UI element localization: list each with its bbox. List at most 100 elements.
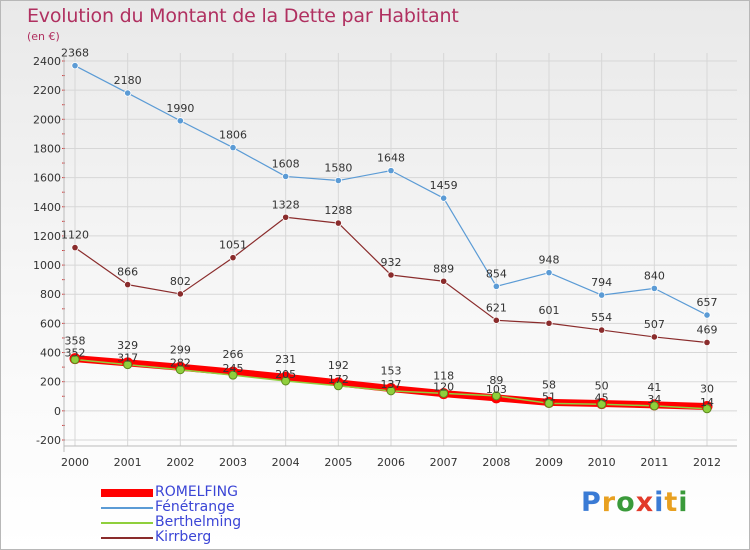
- data-label: 89: [489, 374, 503, 387]
- legend-item: Kirrberg: [101, 530, 361, 545]
- chart-subtitle: (en €): [27, 30, 60, 43]
- data-label: 34: [647, 393, 661, 406]
- data-point: [229, 254, 237, 262]
- data-point: [386, 386, 396, 396]
- data-label: 2180: [114, 74, 142, 87]
- x-tick-label: 2006: [377, 456, 405, 469]
- logo-letter: i: [654, 487, 665, 518]
- data-point: [123, 360, 133, 370]
- data-point: [71, 62, 79, 70]
- data-label: 120: [433, 380, 454, 393]
- x-tick-label: 2004: [272, 456, 300, 469]
- data-label: 192: [328, 359, 349, 372]
- data-label: 1806: [219, 129, 247, 142]
- data-point: [334, 219, 342, 227]
- x-tick-label: 2009: [535, 456, 563, 469]
- data-point: [124, 89, 132, 97]
- data-point: [71, 243, 79, 252]
- data-point: [650, 284, 658, 292]
- data-label: 205: [275, 368, 296, 381]
- data-label: 30: [700, 382, 714, 395]
- legend-label: Kirrberg: [155, 529, 212, 545]
- data-label: 58: [542, 378, 556, 391]
- y-tick-label: 2400: [33, 55, 61, 68]
- y-tick-label: 600: [40, 317, 61, 330]
- legend-label: Fénétrange: [155, 499, 235, 515]
- logo-letter: P: [581, 487, 602, 518]
- y-tick-label: 1600: [33, 172, 61, 185]
- data-label: 1328: [272, 198, 300, 211]
- chart-legend: ROMELFING Fénétrange Berthelming Kirrberg: [101, 485, 361, 545]
- data-label: 282: [170, 357, 191, 370]
- x-tick-label: 2005: [324, 456, 352, 469]
- y-tick-label: 800: [40, 288, 61, 301]
- data-label: 621: [486, 301, 507, 314]
- data-point: [650, 333, 658, 341]
- data-label: 507: [644, 318, 665, 331]
- data-label: 103: [486, 383, 507, 396]
- data-label: 1288: [324, 204, 352, 217]
- data-label: 51: [542, 390, 556, 403]
- data-point: [544, 398, 554, 408]
- data-point: [545, 269, 553, 277]
- y-tick-label: 0: [54, 405, 61, 418]
- data-label: 1120: [61, 229, 89, 242]
- x-tick-label: 2001: [114, 456, 142, 469]
- data-label: 657: [697, 296, 718, 309]
- data-label: 50: [595, 380, 609, 393]
- data-label: 2368: [61, 47, 89, 60]
- data-label: 840: [644, 269, 665, 282]
- data-point: [70, 355, 80, 365]
- data-label: 1608: [272, 157, 300, 170]
- data-point: [545, 319, 553, 327]
- legend-item: ROMELFING: [101, 485, 361, 500]
- data-point: [281, 376, 291, 386]
- data-point: [597, 399, 607, 409]
- data-label: 889: [433, 262, 454, 275]
- y-tick-label: 200: [40, 376, 61, 389]
- legend-swatch: [101, 537, 153, 539]
- x-tick-label: 2003: [219, 456, 247, 469]
- data-point: [598, 291, 606, 299]
- data-point: [176, 117, 184, 125]
- data-label: 802: [170, 275, 191, 288]
- data-label: 932: [381, 256, 402, 269]
- logo-letter: i: [678, 487, 689, 518]
- data-label: 299: [170, 343, 191, 356]
- data-label: 352: [65, 347, 86, 360]
- data-point: [228, 370, 238, 380]
- data-point: [334, 176, 342, 185]
- data-label: 948: [539, 254, 560, 267]
- data-label: 14: [700, 396, 714, 409]
- y-tick-label: 1800: [33, 142, 61, 155]
- data-point: [176, 290, 184, 298]
- data-point: [491, 391, 501, 401]
- data-point: [703, 338, 711, 347]
- data-label: 1459: [430, 179, 458, 192]
- data-label: 41: [647, 381, 661, 394]
- logo-letter: t: [664, 487, 679, 518]
- y-tick-label: -200: [36, 434, 61, 447]
- data-point: [440, 277, 448, 285]
- data-label: 1648: [377, 152, 405, 165]
- data-point: [229, 143, 237, 152]
- data-label: 794: [591, 276, 612, 289]
- data-label: 1051: [219, 239, 247, 252]
- logo-letter: r: [601, 487, 617, 518]
- data-label: 245: [223, 362, 244, 375]
- data-label: 118: [433, 370, 454, 383]
- data-point: [387, 271, 395, 279]
- data-point: [439, 388, 449, 398]
- legend-swatch: [101, 507, 153, 509]
- data-point: [387, 167, 395, 175]
- data-label: 231: [275, 353, 296, 366]
- data-point: [282, 172, 290, 181]
- data-point: [598, 326, 606, 334]
- legend-label: Berthelming: [155, 514, 242, 530]
- data-label: 329: [117, 339, 138, 352]
- legend-swatch: [101, 522, 153, 524]
- legend-label: ROMELFING: [155, 484, 238, 500]
- chart-title: Evolution du Montant de la Dette par Hab…: [27, 5, 459, 27]
